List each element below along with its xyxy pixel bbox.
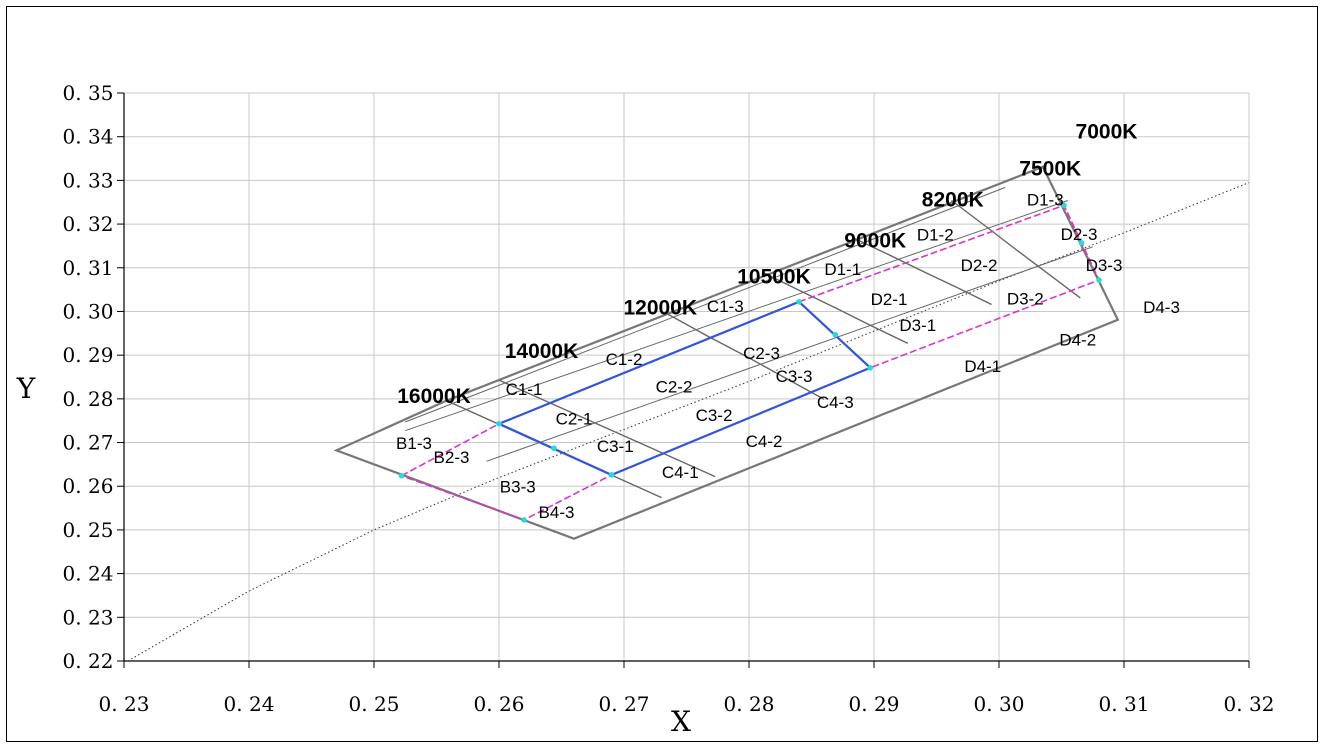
marker-point <box>1078 240 1085 246</box>
y-tick-label: 0. 30 <box>63 299 114 323</box>
y-tick-label: 0. 28 <box>63 387 114 411</box>
cct-label: 10500K <box>737 265 811 288</box>
cct-label: 7000K <box>1076 120 1138 143</box>
bin-shapes <box>333 165 1120 540</box>
bin-label: D1-2 <box>917 226 954 245</box>
bin-label: B4-3 <box>539 503 575 522</box>
y-tick-label: 0. 27 <box>63 431 114 455</box>
y-tick-label: 0. 35 <box>63 81 114 105</box>
x-tick-label: 0. 32 <box>1224 692 1275 716</box>
x-tick-label: 0. 29 <box>849 692 900 716</box>
marker-point <box>867 365 874 371</box>
bin-divider-line <box>405 186 1006 423</box>
bin-label: C3-3 <box>776 367 813 386</box>
bin-label: D2-3 <box>1061 225 1098 244</box>
x-tick-label: 0. 26 <box>474 692 525 716</box>
bin-label: C1-1 <box>506 380 543 399</box>
y-tick-label: 0. 31 <box>63 256 114 280</box>
bin-label: D1-1 <box>824 260 861 279</box>
y-tick-label: 0. 34 <box>63 125 114 149</box>
marker-point <box>496 420 502 427</box>
y-tick-label: 0. 22 <box>63 649 114 673</box>
bin-divider-line <box>405 200 1068 432</box>
y-tick-label: 0. 32 <box>63 212 114 236</box>
cct-line <box>498 379 716 478</box>
bin-label: C3-1 <box>597 437 634 456</box>
y-tick-label: 0. 29 <box>63 343 114 367</box>
cct-label: 14000K <box>505 340 579 363</box>
x-tick-label: 0. 31 <box>1099 692 1150 716</box>
marker-point <box>1061 202 1067 209</box>
marker-point <box>1096 277 1102 283</box>
cct-line <box>852 236 992 306</box>
cct-line <box>951 199 1081 299</box>
bin-label: D4-3 <box>1143 298 1180 317</box>
y-tick-label: 0. 24 <box>63 562 114 586</box>
bin-label: D3-3 <box>1086 256 1123 275</box>
bin-label: C2-3 <box>743 344 780 363</box>
outer-boundary <box>333 165 1120 540</box>
marker-layer <box>398 202 1102 523</box>
y-axis-label: Y <box>16 372 36 405</box>
marker-point <box>832 331 839 338</box>
bin-label: D2-2 <box>961 256 998 275</box>
y-tick-label: 0. 25 <box>63 518 114 542</box>
bin-label: D2-1 <box>871 290 908 309</box>
chart-frame <box>6 6 1318 742</box>
cct-label: 16000K <box>397 385 471 408</box>
y-tick-label: 0. 33 <box>63 168 114 192</box>
bin-label: C4-2 <box>746 432 783 451</box>
x-axis-label: X <box>671 705 691 738</box>
bin-label: C2-1 <box>556 410 593 429</box>
x-tick-label: 0. 24 <box>224 692 275 716</box>
cct-line <box>763 272 909 345</box>
bin-label: B3-3 <box>500 477 536 496</box>
x-tick-label: 0. 27 <box>599 692 650 716</box>
marker-point <box>608 472 615 478</box>
axes <box>117 92 1250 668</box>
bin-label: C1-3 <box>707 297 744 316</box>
bin-label: D4-1 <box>964 357 1001 376</box>
bin-label: D1-3 <box>1027 191 1064 210</box>
bin-label: D4-2 <box>1059 331 1096 350</box>
label-layer: 16000K 14000K 12000K 10500K 9000K 8200K 7500K 7… <box>396 120 1180 522</box>
marker-point <box>398 472 405 479</box>
reference-curve-layer <box>127 182 1250 662</box>
y-tick-label: 0. 26 <box>63 474 114 498</box>
tick-labels: 0. 23 0. 24 0. 25 0. 26 0. 27 0. 28 0. 29 0. 30… <box>63 81 1275 716</box>
bin-label: C1-2 <box>606 350 643 369</box>
x-tick-label: 0. 23 <box>99 692 150 716</box>
cct-line <box>667 313 825 400</box>
marker-point <box>521 517 527 523</box>
y-tick-label: 0. 23 <box>63 605 114 629</box>
x-tick-label: 0. 28 <box>724 692 775 716</box>
grid <box>124 92 1250 661</box>
reference-curve <box>127 182 1250 662</box>
bin-label: D3-1 <box>899 316 936 335</box>
bin-divider-line <box>486 246 1093 462</box>
x-tick-label: 0. 30 <box>974 692 1025 716</box>
x-tick-label: 0. 25 <box>349 692 400 716</box>
cct-label: 12000K <box>623 297 697 320</box>
cct-label: 8200K <box>922 189 984 212</box>
bin-label: C4-3 <box>817 393 854 412</box>
bin-label: C4-1 <box>662 463 699 482</box>
cct-label: 7500K <box>1019 158 1081 181</box>
marker-point <box>796 299 802 305</box>
marker-point <box>551 445 557 452</box>
bin-label: B1-3 <box>396 434 432 453</box>
bin-label: C3-2 <box>696 406 733 425</box>
bin-label: B2-3 <box>434 448 470 467</box>
bin-label: C2-2 <box>656 377 693 396</box>
bin-label: D3-2 <box>1007 289 1044 308</box>
cct-label: 9000K <box>844 230 906 253</box>
magenta-region <box>399 422 614 521</box>
